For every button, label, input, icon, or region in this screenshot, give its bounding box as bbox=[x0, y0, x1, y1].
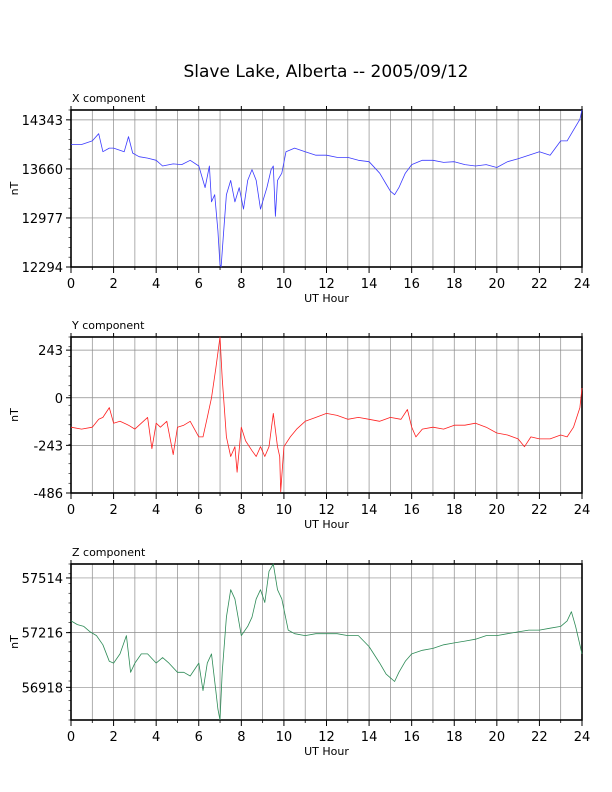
x-tick-label: 18 bbox=[446, 503, 463, 518]
x-tick-label: 24 bbox=[574, 277, 591, 292]
x-axis-label: UT Hour bbox=[304, 518, 349, 531]
x-axis-label: UT Hour bbox=[304, 292, 349, 305]
series-line bbox=[71, 109, 583, 268]
figure-title: Slave Lake, Alberta -- 2005/09/12 bbox=[184, 62, 469, 82]
x-tick-label: 10 bbox=[276, 730, 293, 745]
x-tick-label: 6 bbox=[195, 503, 203, 518]
y-tick-label: 14343 bbox=[22, 114, 63, 129]
y-tick-label: 56918 bbox=[22, 681, 63, 696]
y-axis-label: nT bbox=[8, 408, 21, 422]
x-tick-label: 18 bbox=[446, 730, 463, 745]
y-tick-label: 12294 bbox=[22, 261, 63, 276]
y-axis-label: nT bbox=[8, 635, 21, 649]
x-tick-label: 0 bbox=[67, 730, 75, 745]
x-tick-label: 18 bbox=[446, 277, 463, 292]
x-tick-label: 10 bbox=[276, 277, 293, 292]
x-tick-label: 22 bbox=[531, 503, 548, 518]
x-axis-label: UT Hour bbox=[304, 745, 349, 758]
y-tick-label: -243 bbox=[33, 439, 63, 454]
x-tick-label: 2 bbox=[109, 277, 117, 292]
y-tick-label: 57216 bbox=[22, 627, 63, 642]
x-tick-label: 16 bbox=[403, 277, 420, 292]
x-tick-label: 8 bbox=[237, 277, 245, 292]
x-tick-label: 22 bbox=[531, 277, 548, 292]
x-tick-label: 14 bbox=[361, 503, 378, 518]
x-tick-label: 8 bbox=[237, 730, 245, 745]
x-tick-label: 2 bbox=[109, 503, 117, 518]
chart-panels: 0 2 4 6 8 10 12 14 16 18 20 22 241434313660129771229… bbox=[8, 92, 590, 758]
x-tick-label: 8 bbox=[237, 503, 245, 518]
x-tick-label: 14 bbox=[361, 730, 378, 745]
x-tick-label: 20 bbox=[489, 730, 506, 745]
x-tick-label: 12 bbox=[318, 503, 335, 518]
y-tick-label: 0 bbox=[55, 392, 63, 407]
x-tick-label: 20 bbox=[489, 503, 506, 518]
x-tick-label: 10 bbox=[276, 503, 293, 518]
x-tick-label: 24 bbox=[574, 730, 591, 745]
panel-label: X component bbox=[72, 92, 146, 105]
x-tick-label: 14 bbox=[361, 277, 378, 292]
x-tick-label: 0 bbox=[67, 503, 75, 518]
x-tick-label: 22 bbox=[531, 730, 548, 745]
x-tick-label: 16 bbox=[403, 503, 420, 518]
x-tick-label: 24 bbox=[574, 503, 591, 518]
x-tick-label: 6 bbox=[195, 730, 203, 745]
x-tick-label: 0 bbox=[67, 277, 75, 292]
panel-label: Y component bbox=[71, 319, 145, 332]
y-tick-label: 13660 bbox=[22, 163, 63, 178]
y-tick-label: 243 bbox=[38, 344, 63, 359]
y-tick-label: 12977 bbox=[22, 212, 63, 227]
x-tick-label: 4 bbox=[152, 503, 160, 518]
x-tick-label: 6 bbox=[195, 277, 203, 292]
x-tick-label: 12 bbox=[318, 277, 335, 292]
x-tick-label: 16 bbox=[403, 730, 420, 745]
chart-panel-1: 0 2 4 6 8 10 12 14 16 18 20 22 241434313660129771229… bbox=[8, 92, 590, 305]
x-tick-label: 2 bbox=[109, 730, 117, 745]
x-tick-label: 4 bbox=[152, 730, 160, 745]
y-tick-label: -486 bbox=[33, 487, 63, 502]
x-tick-label: 12 bbox=[318, 730, 335, 745]
y-axis-label: nT bbox=[8, 181, 21, 195]
x-tick-label: 20 bbox=[489, 277, 506, 292]
series-line bbox=[70, 563, 583, 721]
panel-label: Z component bbox=[72, 546, 146, 559]
series-line bbox=[70, 336, 583, 493]
x-tick-label: 4 bbox=[152, 277, 160, 292]
y-tick-label: 57514 bbox=[22, 572, 63, 587]
